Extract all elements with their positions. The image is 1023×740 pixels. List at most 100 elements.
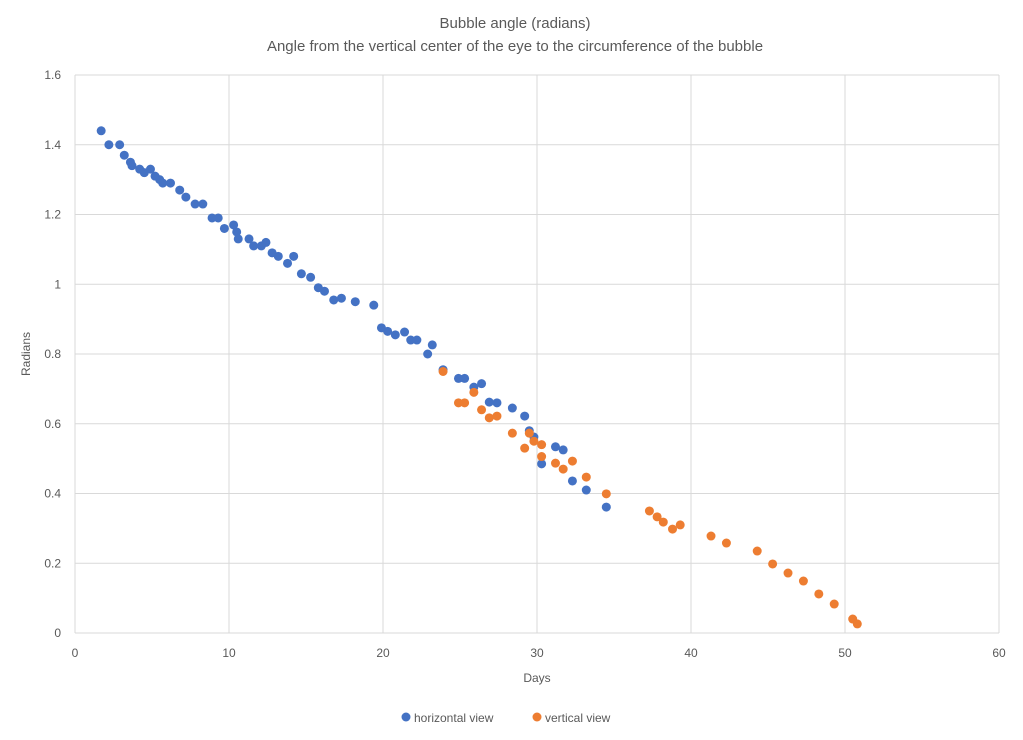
vertical-view-point: [567, 456, 577, 466]
vertical-view-point: [652, 512, 662, 522]
horizontal-view-point: [484, 397, 494, 407]
tick-labels: 0 0.2 0.4 0.6 0.8 1 1.2 1.4 1.6 0 10 20 30 40 50 60: [44, 68, 1006, 660]
vertical-view-point: [814, 589, 824, 599]
horizontal-view-point: [181, 192, 191, 202]
horizontal-view-point: [175, 185, 185, 195]
horizontal-view-point: [390, 330, 400, 340]
horizontal-view-point: [492, 398, 502, 408]
horizontal-view-point: [537, 459, 547, 469]
vertical-view-point: [668, 524, 678, 534]
horizontal-view-point: [383, 326, 393, 336]
horizontal-view-point: [400, 327, 410, 337]
horizontal-view-point: [350, 297, 360, 307]
vertical-view-point: [829, 599, 839, 609]
chart-subtitle: Angle from the vertical center of the ey…: [267, 38, 763, 55]
horizontal-view-point: [558, 445, 568, 455]
vertical-view-point: [492, 411, 502, 421]
horizontal-view-point: [283, 258, 293, 268]
x-tick-label: 50: [838, 646, 852, 660]
horizontal-view-point: [296, 269, 306, 279]
vertical-view-point: [469, 387, 479, 397]
horizontal-view-point: [233, 234, 243, 244]
horizontal-view-point: [249, 241, 259, 251]
x-tick-label: 20: [376, 646, 390, 660]
horizontal-view-point: [145, 164, 155, 174]
y-tick-label: 1: [54, 277, 61, 291]
horizontal-view-point: [329, 295, 339, 305]
horizontal-view-point: [213, 213, 223, 223]
y-tick-label: 0.2: [44, 556, 61, 570]
horizontal-view-point: [581, 485, 591, 495]
vertical-view-point: [581, 472, 591, 482]
vertical-view-point: [783, 568, 793, 578]
data-points: [96, 126, 862, 629]
horizontal-view-point: [273, 251, 283, 261]
horizontal-view-point: [460, 373, 470, 383]
horizontal-view-point: [229, 220, 239, 230]
vertical-view-point: [798, 576, 808, 586]
horizontal-view-point: [507, 403, 517, 413]
chart-title: Bubble angle (radians): [440, 15, 591, 32]
vertical-view-point: [529, 436, 539, 446]
legend-label-horizontal: horizontal view: [414, 711, 494, 725]
vertical-view-point: [658, 517, 668, 527]
horizontal-view-point: [207, 213, 217, 223]
horizontal-view-point: [165, 178, 175, 188]
legend-marker-horizontal: [401, 712, 411, 722]
vertical-view-point: [752, 546, 762, 556]
vertical-view-point: [558, 464, 568, 474]
y-tick-label: 0: [54, 626, 61, 640]
horizontal-view-point: [190, 199, 200, 209]
horizontal-view-point: [406, 335, 416, 345]
x-tick-label: 30: [530, 646, 544, 660]
horizontal-view-point: [336, 293, 346, 303]
x-tick-label: 0: [72, 646, 79, 660]
horizontal-view-point: [232, 227, 242, 237]
y-tick-label: 1.6: [44, 68, 61, 82]
y-tick-label: 0.6: [44, 417, 61, 431]
vertical-view-point: [537, 440, 547, 450]
vertical-view-point: [460, 398, 470, 408]
x-tick-label: 10: [222, 646, 236, 660]
horizontal-view-point: [601, 502, 611, 512]
vertical-view-point: [550, 458, 560, 468]
horizontal-view-point: [104, 140, 114, 150]
legend-marker-vertical: [532, 712, 542, 722]
vertical-view-point: [601, 489, 611, 499]
vertical-view-point: [477, 405, 487, 415]
horizontal-view-point: [567, 476, 577, 486]
horizontal-view-point: [412, 335, 422, 345]
x-tick-label: 60: [992, 646, 1006, 660]
vertical-view-point: [675, 520, 685, 530]
horizontal-view-point: [219, 223, 229, 233]
y-tick-label: 0.4: [44, 487, 61, 501]
x-tick-label: 40: [684, 646, 698, 660]
vertical-view-point: [438, 366, 448, 376]
y-tick-label: 1.2: [44, 208, 61, 222]
horizontal-view-point: [520, 411, 530, 421]
vertical-view-point: [852, 619, 862, 629]
y-axis-label: Radians: [19, 332, 33, 376]
horizontal-view-point: [477, 379, 487, 389]
horizontal-view-point: [244, 234, 254, 244]
vertical-view-point: [721, 538, 731, 548]
horizontal-view-point: [119, 150, 129, 160]
vertical-view-point: [520, 443, 530, 453]
vertical-view-point: [453, 398, 463, 408]
vertical-view-point: [644, 506, 654, 516]
horizontal-view-point: [306, 272, 316, 282]
legend: horizontal view vertical view: [401, 711, 611, 725]
horizontal-view-point: [319, 286, 329, 296]
horizontal-view-point: [550, 442, 560, 452]
horizontal-view-point: [96, 126, 106, 136]
horizontal-view-point: [115, 140, 125, 150]
vertical-view-point: [507, 428, 517, 438]
vertical-view-point: [484, 413, 494, 423]
horizontal-view-point: [453, 373, 463, 383]
vertical-view-point: [537, 452, 547, 462]
horizontal-view-point: [369, 300, 379, 310]
horizontal-view-point: [158, 178, 168, 188]
horizontal-view-point: [198, 199, 208, 209]
gridlines: [74, 74, 1000, 634]
